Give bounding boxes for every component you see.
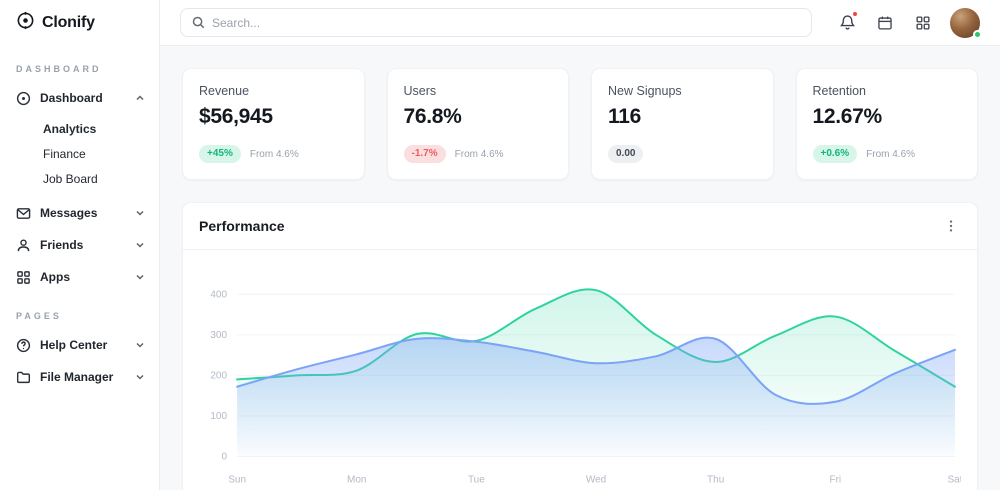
search-box[interactable] [180,8,812,37]
sidebar-item-file-manager[interactable]: File Manager [0,361,159,393]
svg-text:Wed: Wed [586,475,606,486]
brand-logo-icon [16,11,35,35]
chevron-down-icon [135,208,145,218]
stat-value: 76.8% [403,105,462,128]
calendar-button[interactable] [874,12,896,34]
sidebar-subitem-job-board[interactable]: Job Board [43,171,98,186]
sidebar-item-label: Apps [40,270,70,284]
sidebar-item-messages[interactable]: Messages [0,197,159,229]
kebab-menu-button[interactable] [941,216,961,236]
envelope-icon [16,206,31,221]
svg-text:Mon: Mon [347,475,366,486]
online-status-dot [973,29,982,39]
content: Revenue $56,945 +45% From 4.6% Users 76.… [160,46,1000,490]
stat-card-users: Users 76.8% -1.7% From 4.6% [386,68,569,180]
sidebar-subitem-analytics[interactable]: Analytics [43,121,97,136]
sidebar-item-label: File Manager [40,370,114,384]
user-avatar[interactable] [950,7,982,39]
stat-card-retention: Retention 12.67% +0.6% From 4.6% [795,68,978,180]
main-area: Revenue $56,945 +45% From 4.6% Users 76.… [160,0,1000,490]
stat-badge: 0.00 [608,145,644,163]
notification-dot [852,10,858,17]
sidebar-item-apps[interactable]: Apps [0,261,159,293]
stat-note: From 4.6% [454,148,504,160]
sidebar-subitem-finance[interactable]: Finance [43,146,86,161]
svg-text:Fri: Fri [829,475,841,486]
performance-title: Performance [199,218,285,234]
sidebar-section-dashboard: DASHBOARD [16,64,102,74]
stat-badge: +0.6% [812,145,858,163]
chevron-down-icon [135,340,145,350]
chevron-down-icon [135,240,145,250]
stat-label: New Signups [608,84,682,98]
sidebar-section-pages: PAGES [16,311,62,321]
stat-note: From 4.6% [249,148,299,160]
performance-header: Performance [183,203,977,250]
sidebar-item-label: Friends [40,238,84,252]
notifications-button[interactable] [836,10,858,34]
svg-text:Thu: Thu [707,475,724,486]
dashboard-subnav: Analytics Finance Job Board [0,114,159,197]
performance-chart-area: 0 100 200 300 400 Sun Mon Tue Wed Thu Fri Sat [183,250,977,490]
sidebar-item-label: Messages [40,206,98,220]
svg-text:Tue: Tue [468,475,485,486]
chevron-down-icon [135,272,145,282]
svg-text:200: 200 [210,370,227,381]
stat-value: $56,945 [199,105,273,128]
search-input[interactable] [212,15,800,30]
stat-label: Users [403,84,437,98]
person-icon [16,238,31,253]
stat-value: 116 [608,105,641,128]
svg-text:100: 100 [210,411,227,422]
stat-card-new-signups: New Signups 116 0.00 [591,68,774,180]
chevron-up-icon [135,93,145,103]
svg-text:Sat: Sat [947,475,961,486]
stat-badge: -1.7% [403,145,446,163]
stat-label: Retention [812,84,867,98]
stats-row: Revenue $56,945 +45% From 4.6% Users 76.… [182,68,978,180]
svg-text:Sun: Sun [228,475,246,486]
topbar [160,0,1000,46]
brand[interactable]: Clonify [0,0,159,46]
chevron-down-icon [135,372,145,382]
sidebar-item-dashboard[interactable]: Dashboard [0,82,159,114]
stat-card-revenue: Revenue $56,945 +45% From 4.6% [182,68,365,180]
brand-name: Clonify [42,14,95,31]
performance-chart: 0 100 200 300 400 Sun Mon Tue Wed Thu Fri Sat [210,288,961,486]
svg-text:0: 0 [222,452,228,463]
sidebar-item-label: Dashboard [40,91,103,105]
stat-label: Revenue [199,84,250,98]
svg-text:300: 300 [210,330,227,341]
dashboard-icon [16,91,31,106]
folder-icon [16,370,31,385]
stat-badge: +45% [199,145,241,163]
help-circle-icon [16,338,31,353]
topbar-actions [836,7,982,39]
search-icon [192,16,205,29]
sidebar-item-label: Help Center [40,338,108,352]
sidebar-item-friends[interactable]: Friends [0,229,159,261]
apps-grid-icon [16,270,31,285]
sidebar-item-help-center[interactable]: Help Center [0,329,159,361]
apps-launcher-button[interactable] [912,12,934,34]
stat-value: 12.67% [812,105,883,128]
performance-card: Performance 0 100 200 300 400 Sun Mon Tue Wed Thu… [182,202,978,490]
svg-text:400: 400 [210,289,227,300]
sidebar: Clonify DASHBOARD Dashboard Analytics Fi… [0,0,160,490]
stat-note: From 4.6% [866,148,916,160]
